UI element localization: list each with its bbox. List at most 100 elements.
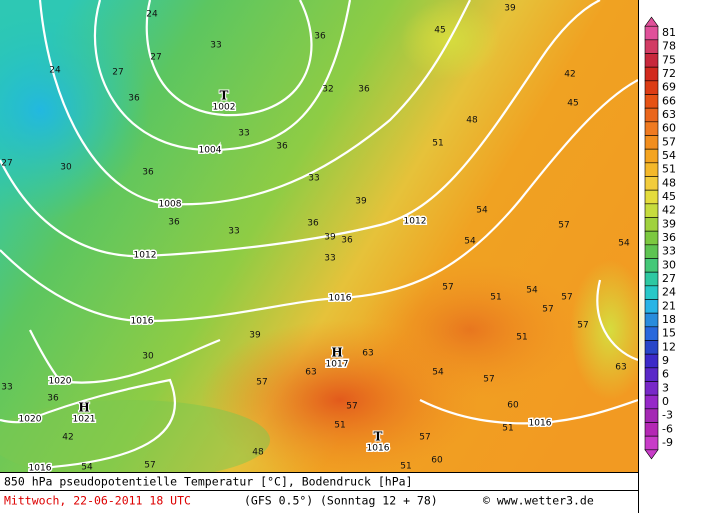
contour-label: 54 <box>432 368 444 378</box>
pressure-value: 1017 <box>326 360 349 370</box>
color-swatch <box>644 271 659 287</box>
contour-label: 57 <box>561 293 572 303</box>
contour-label: 36 <box>47 394 59 404</box>
contour-label: 57 <box>577 321 588 331</box>
color-swatch <box>644 244 659 259</box>
contour-label: 36 <box>142 168 154 178</box>
contour-label: 39 <box>324 233 336 243</box>
colorbar-label: -6 <box>662 422 673 435</box>
contour-label: 39 <box>355 197 367 207</box>
contour-label: 54 <box>618 239 630 249</box>
color-swatch <box>644 312 659 328</box>
contour-label: 57 <box>442 283 453 293</box>
contour-label: 36 <box>307 219 319 229</box>
contour-label: 30 <box>142 352 154 362</box>
credit: © www.wetter3.de <box>483 494 594 508</box>
color-swatch <box>644 203 659 218</box>
colorbar-label: 15 <box>662 327 676 340</box>
pressure-value: 1016 <box>367 444 390 454</box>
pressure-value: 1002 <box>213 103 236 113</box>
color-swatch <box>644 422 659 437</box>
colorbar-label: -9 <box>662 436 673 449</box>
color-swatch <box>644 189 659 205</box>
isobar-label: 1020 <box>49 377 72 387</box>
isobar-label: 1016 <box>329 294 352 304</box>
isobar-label: 1004 <box>199 146 222 156</box>
model: (GFS 0.5°) <box>244 494 313 508</box>
colorbar-label: 6 <box>662 368 669 381</box>
color-swatch <box>644 353 659 369</box>
color-swatch <box>644 299 659 314</box>
color-swatch <box>644 121 659 136</box>
contour-label: 57 <box>483 375 494 385</box>
isobar-label: 1016 <box>29 464 52 474</box>
contour-label: 60 <box>507 401 519 411</box>
color-swatch <box>644 285 659 300</box>
colorbar-label: 12 <box>662 340 676 353</box>
contour-label: 27 <box>150 53 161 63</box>
contour-label: 39 <box>249 331 261 341</box>
color-swatch <box>644 326 659 341</box>
color-swatch <box>644 39 659 54</box>
isobar-label: 1016 <box>131 317 154 327</box>
contour-label: 42 <box>564 70 575 80</box>
colorbar-label: 45 <box>662 190 676 203</box>
isobar-label: 1008 <box>159 200 182 210</box>
contour-label: 63 <box>362 349 373 359</box>
color-swatch <box>644 66 659 82</box>
colorbar-label: 57 <box>662 135 676 148</box>
contour-label: 51 <box>516 333 527 343</box>
run: (Sonntag 12 + 78) <box>320 494 438 508</box>
colorbar-label: 9 <box>662 354 669 367</box>
colorbar-label: 63 <box>662 108 676 121</box>
colorbar-label: 42 <box>662 204 676 217</box>
colorbar-label: 72 <box>662 67 676 80</box>
contour-label: 36 <box>128 94 140 104</box>
color-swatch <box>644 162 659 177</box>
contour-label: 45 <box>434 26 445 36</box>
map-labels: 24 27 33 36 24 27 30 27 33 36 36 36 33 36 39 36 32 36 33 39… <box>1 4 630 476</box>
contour-label: 39 <box>504 4 516 14</box>
color-swatch <box>644 53 659 68</box>
contour-label: 57 <box>256 378 267 388</box>
contour-label: 30 <box>60 163 72 173</box>
contour-label: 42 <box>62 433 73 443</box>
color-swatch <box>644 381 659 396</box>
contour-label: 51 <box>502 424 513 434</box>
colorbar-label: 27 <box>662 272 676 285</box>
contour-label: 63 <box>305 368 316 378</box>
contour-label: 57 <box>419 433 430 443</box>
contour-label: 36 <box>314 32 326 42</box>
colorbar-label: 18 <box>662 313 676 326</box>
contour-label: 33 <box>210 41 221 51</box>
contour-label: 60 <box>431 456 443 466</box>
colorbar-label: -3 <box>662 409 673 422</box>
pressure-symbol: T <box>374 430 383 444</box>
contour-label: 51 <box>400 462 411 472</box>
pressure-symbol: T <box>220 89 229 103</box>
isobars <box>0 0 638 468</box>
pressure-value: 1021 <box>73 415 96 425</box>
color-swatch <box>644 94 659 109</box>
colorbar-label: 24 <box>662 286 676 299</box>
isobar-label: 1020 <box>19 415 42 425</box>
color-swatch <box>644 176 659 191</box>
color-swatch <box>644 435 659 451</box>
contour-label: 54 <box>476 206 488 216</box>
color-swatch <box>644 258 659 273</box>
valid-date: Mittwoch, 22-06-2011 18 UTC <box>4 494 191 508</box>
contour-label: 33 <box>238 129 249 139</box>
colorbar-label: 54 <box>662 149 676 162</box>
colorbar-label: 33 <box>662 245 676 258</box>
pressure-symbol: H <box>331 346 342 360</box>
contour-label: 57 <box>346 402 357 412</box>
contour-label: 57 <box>558 221 569 231</box>
contour-label: 48 <box>466 116 478 126</box>
colorbar-label: 39 <box>662 217 676 230</box>
color-swatch <box>644 25 659 41</box>
contour-label: 54 <box>464 237 476 247</box>
colorbar-label: 30 <box>662 258 676 271</box>
map-title: 850 hPa pseudopotentielle Temperatur [°C… <box>4 475 413 489</box>
color-swatch <box>644 340 659 355</box>
